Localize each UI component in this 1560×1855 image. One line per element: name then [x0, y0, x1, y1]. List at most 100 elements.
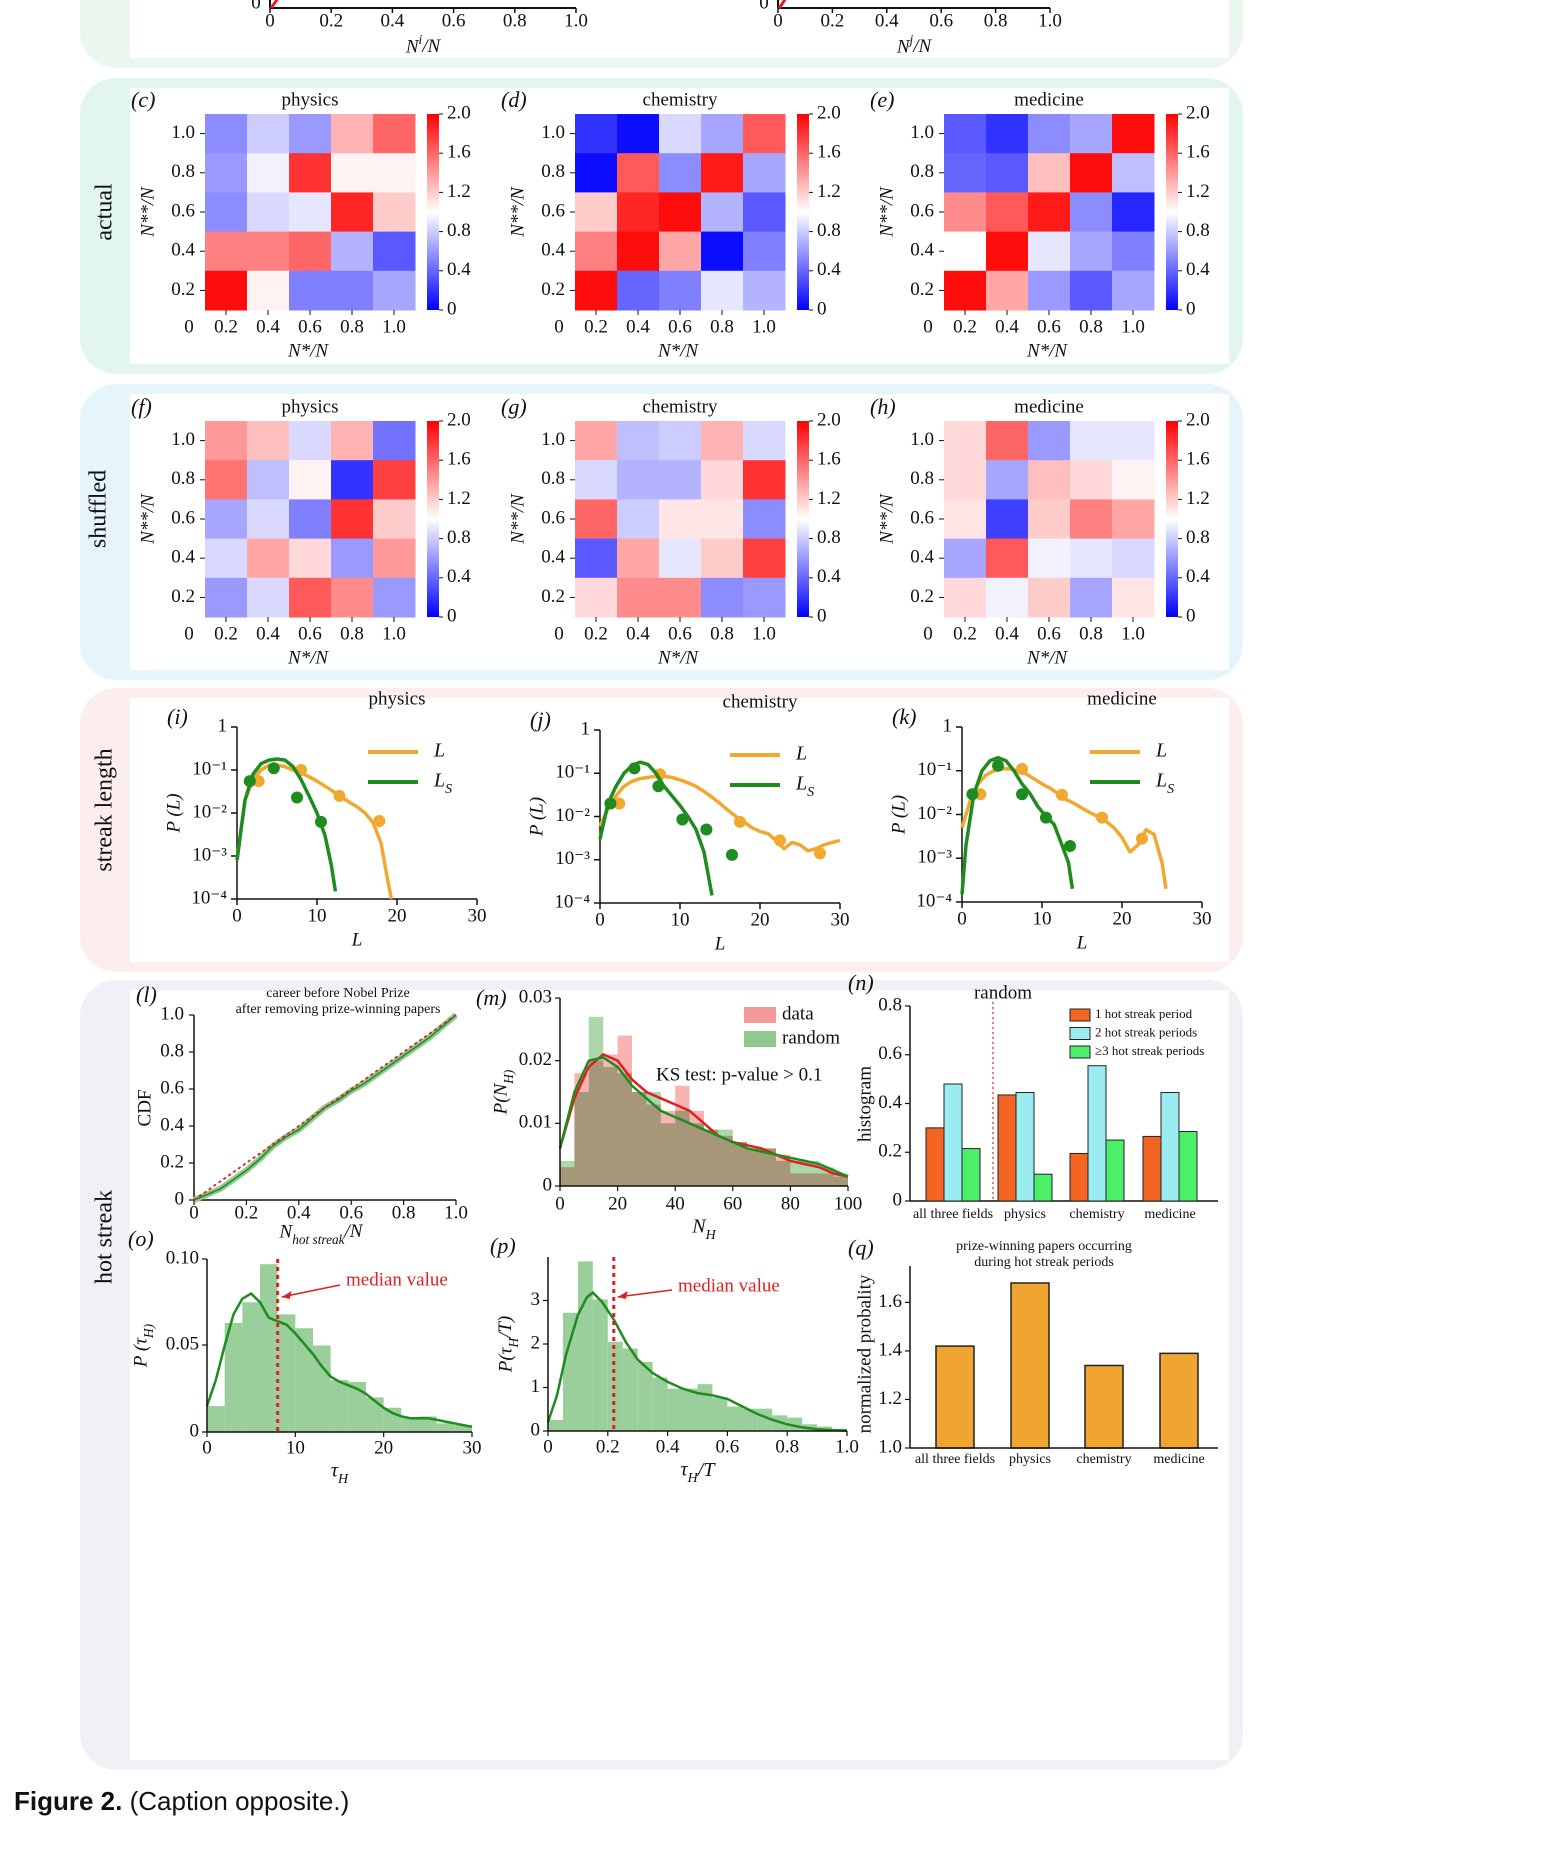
heatmap-cell — [289, 577, 332, 618]
heatmap-cell — [575, 460, 618, 500]
top-curve-right — [777, 0, 787, 9]
y-axis-title: P (L) — [888, 795, 909, 835]
colorbar — [427, 114, 439, 310]
colorbar-tick-label: 2.0 — [447, 102, 471, 123]
x-tick-label: 0.4 — [626, 623, 650, 644]
heatmap-cell — [373, 538, 416, 579]
x-tick-label: 0.6 — [1037, 623, 1061, 644]
x-axis-title: N*/N — [1026, 647, 1068, 668]
heatmap-cell — [289, 192, 332, 233]
panel-title: medicine — [1014, 89, 1084, 110]
heatmap-cell — [205, 114, 248, 154]
x-tick-label: 1.0 — [1121, 623, 1145, 644]
x-tick-label: 0.6 — [339, 1202, 363, 1223]
hist-bar — [562, 1312, 578, 1431]
heatmap-cell — [701, 153, 744, 193]
y-tick-label: 1 — [218, 715, 228, 736]
heatmap-cell — [1070, 153, 1113, 193]
y-axis-title: N**/N — [876, 493, 897, 545]
heatmap-cell — [331, 114, 374, 154]
lineplot-k — [956, 726, 1203, 908]
heatmap-cell — [1112, 192, 1155, 233]
legend-label: 2 hot streak periods — [1095, 1024, 1197, 1039]
y-axis-title: CDF — [134, 1090, 155, 1127]
heatmap-cell — [575, 577, 618, 618]
heatmap-cell — [743, 192, 786, 233]
x-tick-label: 20 — [751, 909, 770, 930]
heatmap-cell — [289, 538, 332, 579]
heatmap-cell — [617, 577, 660, 618]
data-point — [992, 759, 1004, 772]
top-y0-label-right: 0 — [759, 0, 769, 13]
heatmap-cell — [986, 192, 1029, 233]
hist-bar — [682, 1388, 698, 1431]
heatmap-cell — [944, 231, 987, 272]
hist-bar — [348, 1381, 366, 1432]
heatmap-cell — [944, 460, 987, 500]
heatmap-c — [200, 113, 443, 315]
bar — [1087, 1065, 1107, 1202]
heatmap-g — [570, 420, 813, 622]
legend-label: L — [795, 743, 807, 765]
heatmap-cell — [373, 153, 416, 193]
colorbar-tick-label: 0.4 — [447, 566, 471, 587]
y-tick-label: 1.4 — [878, 1339, 902, 1360]
colorbar-tick-label: 1.2 — [817, 488, 841, 509]
data-point — [604, 797, 617, 810]
hist-bar-random — [732, 1142, 748, 1186]
x-tick-label: 0 — [184, 316, 194, 337]
colorbar-tick-label: 0.4 — [817, 566, 841, 587]
panel-subtitle: during hot streak periods — [974, 1255, 1114, 1270]
y-tick-label: 0.4 — [910, 240, 934, 261]
heatmap-cell — [1070, 114, 1113, 154]
heatmap-cell — [701, 192, 744, 233]
legend-swatch — [1069, 1027, 1091, 1040]
y-tick-label: 0.05 — [166, 1333, 199, 1354]
hist-bar — [652, 1377, 668, 1431]
hist-bar — [712, 1397, 728, 1431]
x-tick-label: 0.2 — [584, 623, 608, 644]
data-point — [1040, 811, 1052, 824]
hist-bar — [224, 1323, 243, 1432]
hist-bar — [548, 1419, 563, 1431]
x-tick-label: 0 — [184, 623, 194, 644]
colorbar — [1166, 421, 1178, 617]
heatmap-cell — [659, 114, 702, 154]
histogram-o — [202, 1258, 473, 1437]
hist-bar-random — [617, 1073, 632, 1186]
x-tick-label: 0.4 — [626, 316, 650, 337]
heatmap-cell — [617, 538, 660, 579]
heatmap-cell — [1070, 538, 1113, 579]
x-axis-title: L — [1076, 932, 1088, 953]
x-tick-label: 1.0 — [835, 1436, 859, 1457]
median-arrow-head — [617, 1291, 628, 1299]
y-tick-label: 1.0 — [910, 122, 934, 143]
y-tick-label: 0.8 — [171, 161, 195, 182]
x-tick-label: 30 — [1193, 908, 1212, 929]
heatmap-cell — [701, 538, 744, 579]
y-axis-title: N**/N — [876, 186, 897, 238]
data-point — [628, 762, 641, 775]
x-tick-label: 30 — [468, 905, 487, 926]
section-label-streak: streak length — [92, 748, 118, 871]
y-tick-label: 10⁻³ — [555, 848, 590, 869]
heatmap-cell — [1112, 231, 1155, 272]
y-tick-label: 2 — [531, 1332, 541, 1353]
heatmap-cell — [289, 231, 332, 272]
y-tick-label: 10⁻¹ — [555, 762, 590, 783]
bar — [925, 1127, 945, 1202]
y-tick-label: 10⁻⁴ — [554, 891, 590, 912]
hist-bar — [401, 1418, 419, 1432]
y-tick-label: 0.8 — [910, 468, 934, 489]
bar — [1159, 1352, 1199, 1449]
colorbar-tick-label: 0 — [817, 605, 827, 626]
hist-bar — [207, 1406, 225, 1432]
bar — [997, 1094, 1017, 1202]
y-tick-label: 3 — [531, 1289, 541, 1310]
colorbar — [427, 421, 439, 617]
data-point — [613, 797, 626, 810]
random-annotation: random — [974, 982, 1032, 1003]
hist-bar — [242, 1302, 260, 1432]
heatmap-cell — [1070, 192, 1113, 233]
legend-label: data — [782, 1003, 814, 1024]
